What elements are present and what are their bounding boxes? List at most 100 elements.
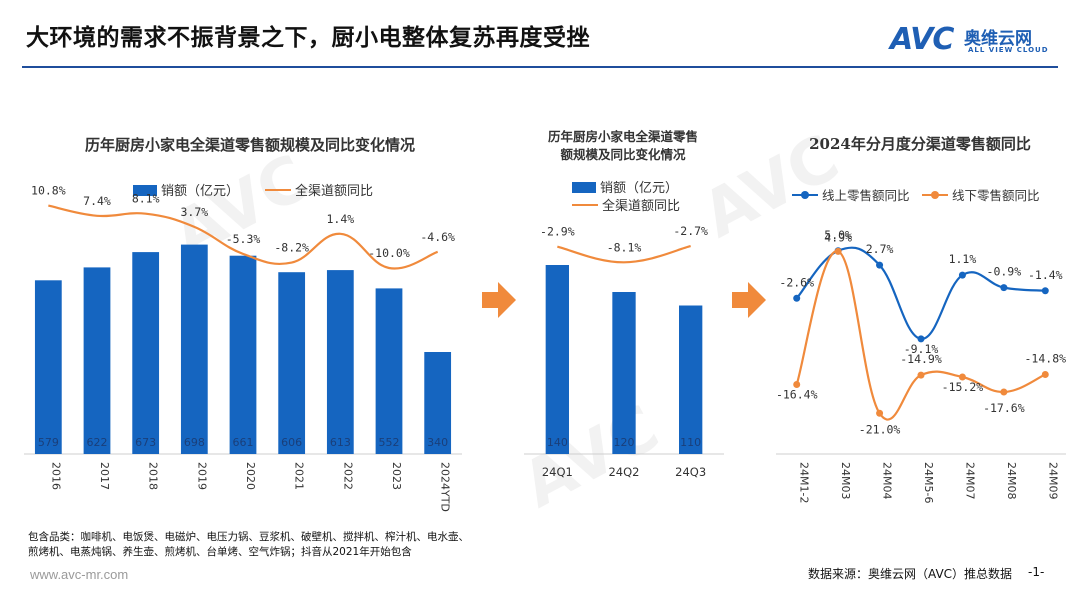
yoy-value-label: 1.4% xyxy=(326,212,354,226)
yoy-value-label: -8.2% xyxy=(274,241,309,255)
bar-value-label: 673 xyxy=(135,436,156,449)
logo-mark: AVC xyxy=(890,22,954,57)
online-value-label: -2.6% xyxy=(779,275,814,289)
offline-value-label: -14.9% xyxy=(900,352,942,366)
x-tick-label: 24M04 xyxy=(881,462,894,500)
yoy-value-label: 3.7% xyxy=(180,205,208,219)
yoy-value-label: -2.7% xyxy=(673,224,708,238)
bar-value-label: 110 xyxy=(680,436,701,449)
online-value-label: 1.1% xyxy=(949,252,977,266)
offline-value-label: -16.4% xyxy=(776,388,818,402)
offline-point xyxy=(1000,388,1008,396)
page-title: 大环境的需求不振背景之下，厨小电整体复苏再度受挫 xyxy=(26,24,590,51)
x-tick-label: 24M09 xyxy=(1046,462,1059,500)
line-swatch-icon xyxy=(572,204,598,206)
online-point xyxy=(1000,284,1008,292)
online-line xyxy=(795,246,1046,340)
chart3-legend-online: 线上零售额同比 xyxy=(792,185,910,204)
x-tick-label: 2017 xyxy=(98,462,111,490)
header-divider xyxy=(22,66,1058,68)
online-value-label: -1.4% xyxy=(1028,268,1063,282)
offline-value-label: -17.6% xyxy=(983,401,1025,415)
bar-value-label: 622 xyxy=(87,436,108,449)
bar xyxy=(278,272,306,454)
bar-swatch-icon xyxy=(572,182,596,193)
logo-cn-text: 奥维云网 xyxy=(964,29,1032,49)
online-point xyxy=(793,294,801,302)
yoy-value-label: -5.3% xyxy=(226,232,261,246)
chart2-legend-bar: 销额（亿元） xyxy=(572,177,678,196)
legend-label: 线上零售额同比 xyxy=(822,188,910,203)
offline-swatch-icon xyxy=(922,191,948,199)
legend-label: 销额（亿元） xyxy=(161,184,240,199)
chart2-svg: 140 24Q1 120 24Q2 110 24Q3 -2.9% -8.1% -2.7% xyxy=(524,224,724,479)
chart3-legend-offline: 线下零售额同比 xyxy=(922,185,1040,204)
x-tick-label: 2024YTD xyxy=(439,462,452,512)
yoy-value-label: -10.0% xyxy=(368,246,410,260)
yoy-value-label: 10.8% xyxy=(31,184,66,198)
offline-point xyxy=(876,409,884,417)
bar-value-label: 140 xyxy=(547,436,568,449)
data-source: 数据来源：奥维云网（AVC）推总数据 xyxy=(808,567,1013,581)
logo-en-text: ALL VIEW CLOUD xyxy=(968,46,1049,54)
bar-swatch-icon xyxy=(133,185,157,196)
legend-label: 销额（亿元） xyxy=(600,181,679,196)
x-tick-label: 24M1-2 xyxy=(798,462,811,503)
offline-line xyxy=(795,250,1046,421)
website-link[interactable]: www.avc-mr.com xyxy=(30,567,129,582)
x-tick-label: 2016 xyxy=(49,462,62,490)
online-point xyxy=(1041,287,1049,295)
online-point xyxy=(876,261,884,269)
chart2-title: 历年厨房小家电全渠道零售 额规模及同比变化情况 xyxy=(547,129,698,162)
bar-value-label: 340 xyxy=(427,436,448,449)
x-tick-label: 24M5-6 xyxy=(922,462,935,503)
x-tick-label: 24M03 xyxy=(839,462,852,500)
x-tick-label: 2018 xyxy=(147,462,160,490)
bar xyxy=(545,265,569,454)
online-swatch-icon xyxy=(792,191,818,199)
chart3-title: 2024年分月度分渠道零售额同比 xyxy=(809,135,1031,153)
online-value-label: -0.9% xyxy=(987,265,1022,279)
offline-point xyxy=(793,381,801,388)
bar-value-label: 579 xyxy=(38,436,59,449)
bar xyxy=(83,267,111,454)
chart1-title: 历年厨房小家电全渠道零售额规模及同比变化情况 xyxy=(84,136,415,154)
x-tick-label: 24Q1 xyxy=(542,465,573,479)
x-tick-label: 2021 xyxy=(293,462,306,490)
bar-value-label: 661 xyxy=(233,436,254,449)
bar xyxy=(132,252,160,454)
line-swatch-icon xyxy=(265,189,291,191)
bar xyxy=(679,305,703,454)
page-number: -1- xyxy=(1028,565,1045,579)
yoy-value-label: 8.1% xyxy=(132,192,160,206)
bar xyxy=(34,280,62,454)
bar xyxy=(180,244,208,454)
chart2-legend-line: 全渠道额同比 xyxy=(572,195,680,214)
chart1-svg: 579 2016 622 2017 673 2018 698 2019 661 2020 606 20… xyxy=(24,184,462,512)
x-tick-label: 2019 xyxy=(195,462,208,490)
bar-value-label: 552 xyxy=(379,436,400,449)
online-value-label: 5.0% xyxy=(824,228,852,242)
online-point xyxy=(958,271,966,279)
bar-value-label: 606 xyxy=(281,436,302,449)
yoy-line xyxy=(557,245,691,264)
bar xyxy=(326,270,354,454)
bar-value-label: 120 xyxy=(614,436,635,449)
offline-value-label: 4.9% xyxy=(824,230,852,244)
online-point xyxy=(917,335,925,343)
x-tick-label: 2022 xyxy=(341,462,354,490)
yoy-line xyxy=(48,204,439,270)
offline-point xyxy=(917,371,925,379)
yoy-value-label: -4.6% xyxy=(420,230,455,244)
offline-value-label: -21.0% xyxy=(859,422,901,436)
bar xyxy=(375,288,403,454)
offline-value-label: -14.8% xyxy=(1025,352,1067,366)
x-tick-label: 24Q2 xyxy=(608,465,639,479)
x-tick-label: 2020 xyxy=(244,462,257,490)
x-tick-label: 24M07 xyxy=(963,462,976,500)
legend-label: 线下零售额同比 xyxy=(952,188,1040,203)
chart1-legend-bar: 销额（亿元） xyxy=(133,180,239,199)
offline-point xyxy=(834,247,842,255)
yoy-value-label: 7.4% xyxy=(83,194,111,208)
chart3-svg: -2.6% 5.0% 2.7% -9.1% 1.1% -0.9% -1.4% -16.4% 4.… xyxy=(776,228,1067,504)
